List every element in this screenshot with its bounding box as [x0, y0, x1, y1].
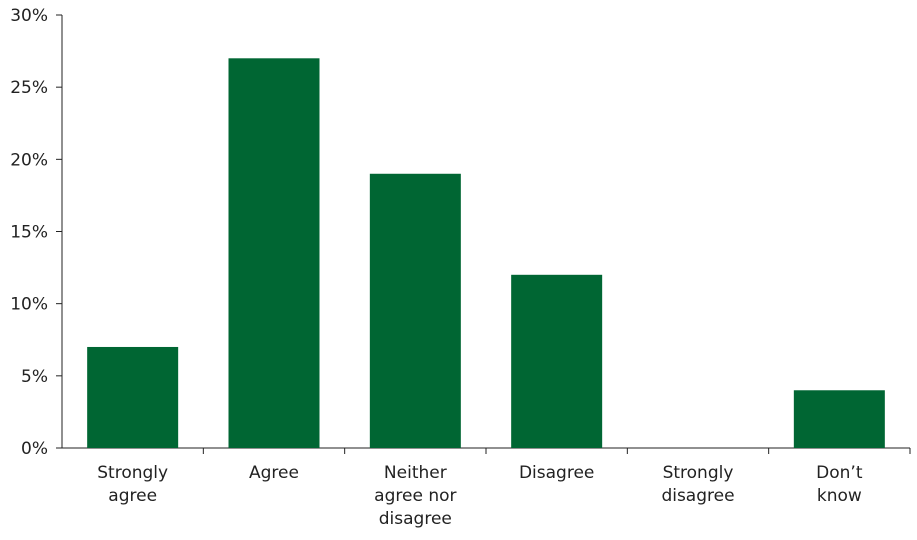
x-tick-label: Disagree [519, 463, 594, 483]
y-tick-label: 15% [10, 223, 48, 243]
x-tick-label-line: Strongly [97, 463, 168, 483]
x-tick-label-line: Neither [384, 463, 447, 483]
x-tick-label-line: know [817, 486, 862, 506]
x-tick-label: Neither agree nor disagree [374, 463, 456, 529]
bar [369, 173, 461, 448]
bar [511, 274, 603, 448]
bar [793, 390, 885, 448]
x-tick-label-line: Don’t [816, 463, 863, 483]
x-tick-label: Strongly disagree [661, 463, 734, 506]
bar [228, 58, 320, 449]
x-tick-label-line: agree [108, 486, 157, 506]
bar [87, 346, 179, 448]
y-tick-label: 20% [10, 150, 48, 170]
x-tick-label: Strongly agree [97, 463, 168, 506]
x-tick-label-line: Agree [249, 463, 299, 483]
x-tick-label-line: disagree [379, 509, 452, 529]
y-tick-label: 25% [10, 78, 48, 98]
x-tick-label-line: agree nor [374, 486, 456, 506]
x-tick-label: Don’t know [816, 463, 863, 506]
y-tick-label: 10% [10, 295, 48, 315]
x-tick-label: Agree [249, 463, 299, 483]
y-tick-label: 30% [10, 6, 48, 26]
y-tick-label: 5% [21, 367, 48, 387]
x-tick-label-line: Disagree [519, 463, 594, 483]
y-tick-label: 0% [21, 439, 48, 459]
x-tick-label-line: disagree [661, 486, 734, 506]
x-tick-label-line: Strongly [663, 463, 734, 483]
